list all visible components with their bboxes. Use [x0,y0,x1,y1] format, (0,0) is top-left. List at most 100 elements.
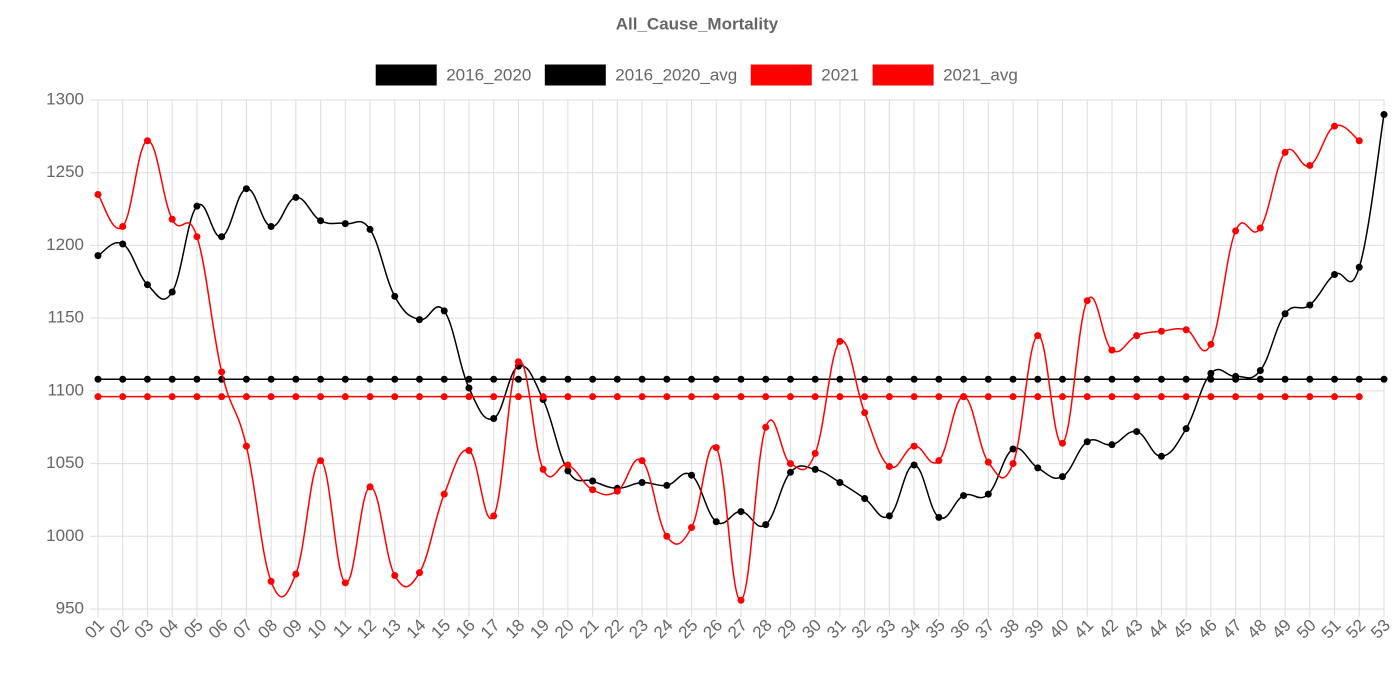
data-point [267,375,275,383]
x-tick-label: 16 [452,616,479,643]
data-point [539,393,547,401]
x-tick-label: 44 [1145,616,1172,643]
data-point [1207,393,1215,401]
x-tick-label: 30 [798,616,825,643]
data-point [960,492,968,500]
data-point [885,462,893,470]
y-tick-label: 1250 [46,162,84,181]
data-point [341,375,349,383]
data-point [1034,464,1042,472]
x-tick-label: 07 [230,616,257,643]
data-point [712,393,720,401]
data-point [391,572,399,580]
data-point [688,524,696,532]
y-tick-label: 950 [56,598,84,617]
data-point [1182,326,1190,334]
x-tick-label: 31 [823,616,850,643]
data-point [1083,297,1091,305]
chart-title: All_Cause_Mortality [616,14,779,33]
data-point [836,478,844,486]
data-point [836,337,844,345]
data-point [193,393,201,401]
data-point [589,477,597,485]
data-point [1355,137,1363,145]
x-tick-label: 13 [378,616,405,643]
data-point [1207,375,1215,383]
x-tick-label: 50 [1293,616,1320,643]
data-point [218,393,226,401]
data-point [984,490,992,498]
data-point [663,375,671,383]
data-point [465,393,473,401]
legend-label: 2021_avg [943,65,1018,84]
data-point [440,490,448,498]
data-point [613,375,621,383]
x-tick-label: 35 [922,616,949,643]
data-point [1157,327,1165,335]
data-point [465,446,473,454]
data-point [885,393,893,401]
data-point [885,512,893,520]
x-tick-label: 01 [81,616,108,643]
data-point [1108,441,1116,449]
data-point [490,512,498,520]
data-point [1207,369,1215,377]
data-point [292,375,300,383]
data-point [1281,375,1289,383]
data-point [267,577,275,585]
data-point [564,393,572,401]
data-point [242,185,250,193]
x-tick-label: 28 [749,616,776,643]
x-tick-label: 19 [526,616,553,643]
data-point [391,292,399,300]
data-point [1034,332,1042,340]
data-point [1083,393,1091,401]
data-point [836,375,844,383]
data-point [317,217,325,225]
data-point [1306,301,1314,309]
x-tick-label: 14 [403,616,430,643]
legend-label: 2021 [821,65,859,84]
data-point [242,375,250,383]
data-point [465,384,473,392]
x-tick-label: 29 [774,616,801,643]
legend: 2016_2020 2016_2020_avg 2021 2021_avg [375,64,1018,86]
legend-label: 2016_2020_avg [615,65,737,84]
data-point [1182,375,1190,383]
data-point [539,375,547,383]
data-point [1331,375,1339,383]
data-point [589,375,597,383]
x-tick-label: 37 [971,616,998,643]
data-point [416,569,423,577]
data-point [218,233,226,241]
data-point [416,393,423,401]
data-point [1256,393,1264,401]
data-point [341,393,349,401]
data-point [94,252,102,260]
data-point [564,461,572,469]
x-tick-label: 46 [1194,616,1221,643]
data-point [564,375,572,383]
data-point [1059,375,1066,383]
data-point [935,457,943,465]
legend-swatch [375,64,437,86]
data-point [267,393,275,401]
data-point [391,393,399,401]
data-point [984,393,992,401]
data-point [514,375,522,383]
data-point [1083,375,1091,383]
data-point [1059,439,1066,447]
data-point [935,513,943,521]
legend-label: 2016_2020 [446,65,531,84]
data-point [218,368,226,376]
x-tick-label: 34 [897,616,924,643]
data-point [1108,346,1116,354]
data-point [712,444,720,452]
data-point [1281,310,1289,318]
x-tick-label: 08 [254,616,281,643]
data-point [1034,393,1042,401]
data-point [1157,393,1165,401]
data-point [638,478,646,486]
data-point [416,316,423,324]
data-point [638,375,646,383]
